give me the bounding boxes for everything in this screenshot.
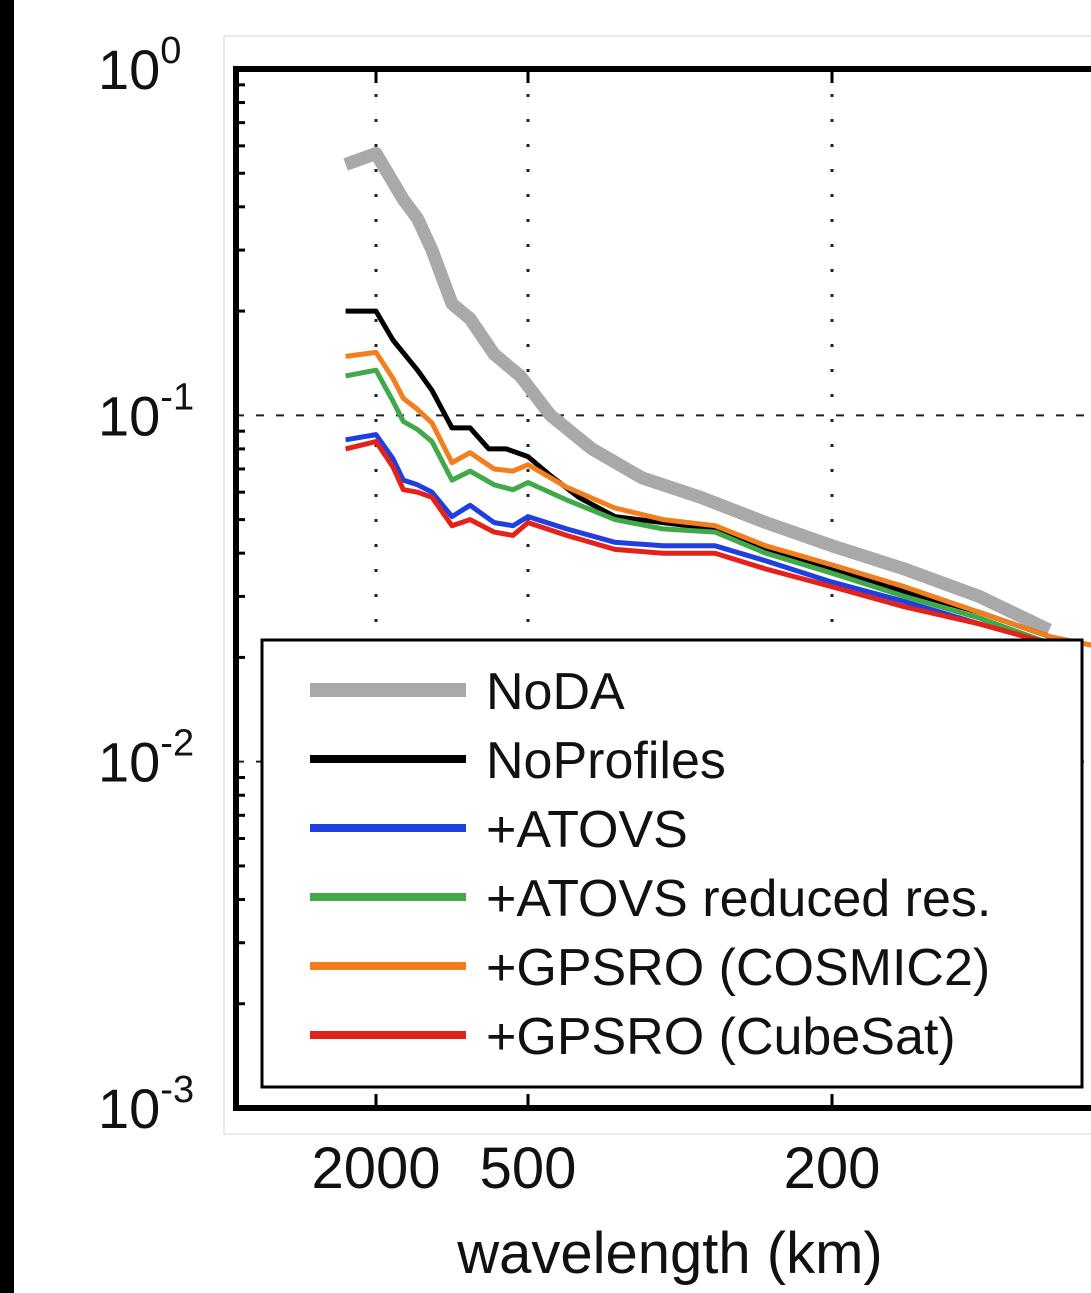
figure-border: [223, 35, 1091, 1135]
x-axis-label: wavelength (km): [456, 1221, 882, 1286]
series-line-4: [345, 349, 1091, 648]
x-tick-label: 200: [784, 1136, 881, 1201]
series-line-0: [343, 147, 1052, 636]
legend-box: [260, 638, 1084, 1089]
series-line-2: [345, 432, 1050, 646]
legend-label: +GPSRO (COSMIC2): [486, 939, 990, 997]
chart-panel: 2000 500 200 100 10-1 10-2 10-3 wavelength (km)…: [14, 0, 1091, 1293]
legend-label: +ATOVS: [486, 801, 688, 859]
legend-label: NoProfiles: [486, 732, 726, 790]
y-tick-label: 10-1: [98, 376, 194, 447]
series-group: [343, 147, 1091, 648]
legend: NoDA NoProfiles +ATOVS +ATOVS reduced res. +…: [260, 638, 1084, 1089]
axes-frame: [233, 66, 1091, 1111]
series-line-1: [345, 308, 1050, 639]
x-tick-label: 500: [480, 1136, 577, 1201]
spectrum-line-chart: 2000 500 200 100 10-1 10-2 10-3 wavelength (km)…: [98, 30, 1091, 1286]
x-tick-label: 2000: [311, 1136, 440, 1201]
y-tick-label: 10-3: [98, 1069, 194, 1140]
series-line-3: [345, 367, 1050, 646]
legend-label: +GPSRO (CubeSat): [486, 1008, 956, 1066]
legend-label: NoDA: [486, 663, 625, 721]
legend-label: +ATOVS reduced res.: [486, 870, 991, 928]
y-tick-label: 100: [98, 30, 181, 101]
y-tick-label: 10-2: [98, 723, 194, 794]
series-line-5: [345, 439, 1050, 646]
